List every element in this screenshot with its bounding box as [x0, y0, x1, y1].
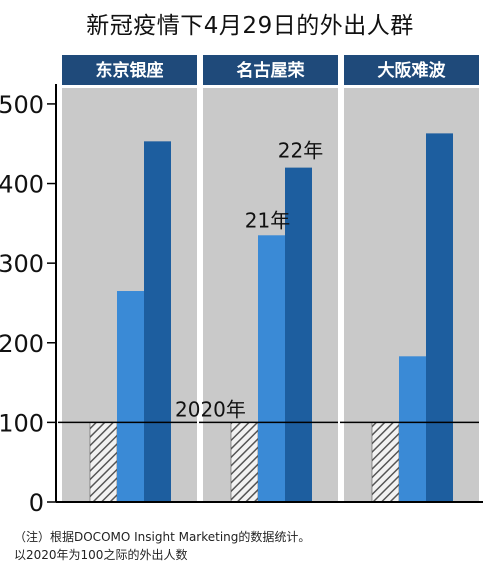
category-header: [62, 55, 197, 85]
category-header: [203, 55, 338, 85]
y-tick-label: 0: [29, 489, 44, 517]
bar-2022: [426, 133, 453, 502]
y-tick-label: 200: [0, 330, 44, 358]
bar-2021: [399, 356, 426, 502]
y-tick-label: 400: [0, 171, 44, 199]
category-label: 东京银座: [96, 60, 164, 81]
category-label: 名古屋荣: [237, 60, 305, 81]
series-label-2021: 21年: [245, 208, 290, 232]
bar-2022: [144, 141, 171, 503]
y-tick-label: 300: [0, 250, 44, 278]
category-label: 大阪难波: [378, 60, 447, 81]
y-tick-label: 500: [0, 91, 44, 119]
chart-title: 新冠疫情下4月29日的外出人群: [86, 13, 414, 39]
category-header: [344, 55, 479, 85]
bar-2021: [258, 235, 285, 503]
bar-2020: [371, 422, 400, 503]
series-label-2020: 2020年: [175, 397, 246, 421]
footnote-source: （注）根据DOCOMO Insight Marketing的数据统计。: [14, 530, 311, 544]
footnote-baseline: 以2020年为100之际的外出人数: [14, 548, 188, 562]
bar-2022: [285, 167, 312, 502]
bar-2021: [117, 291, 144, 502]
series-label-2022: 22年: [278, 139, 323, 163]
bar-2020: [230, 422, 259, 503]
y-tick-label: 100: [0, 409, 44, 437]
bar-2020: [89, 422, 118, 503]
